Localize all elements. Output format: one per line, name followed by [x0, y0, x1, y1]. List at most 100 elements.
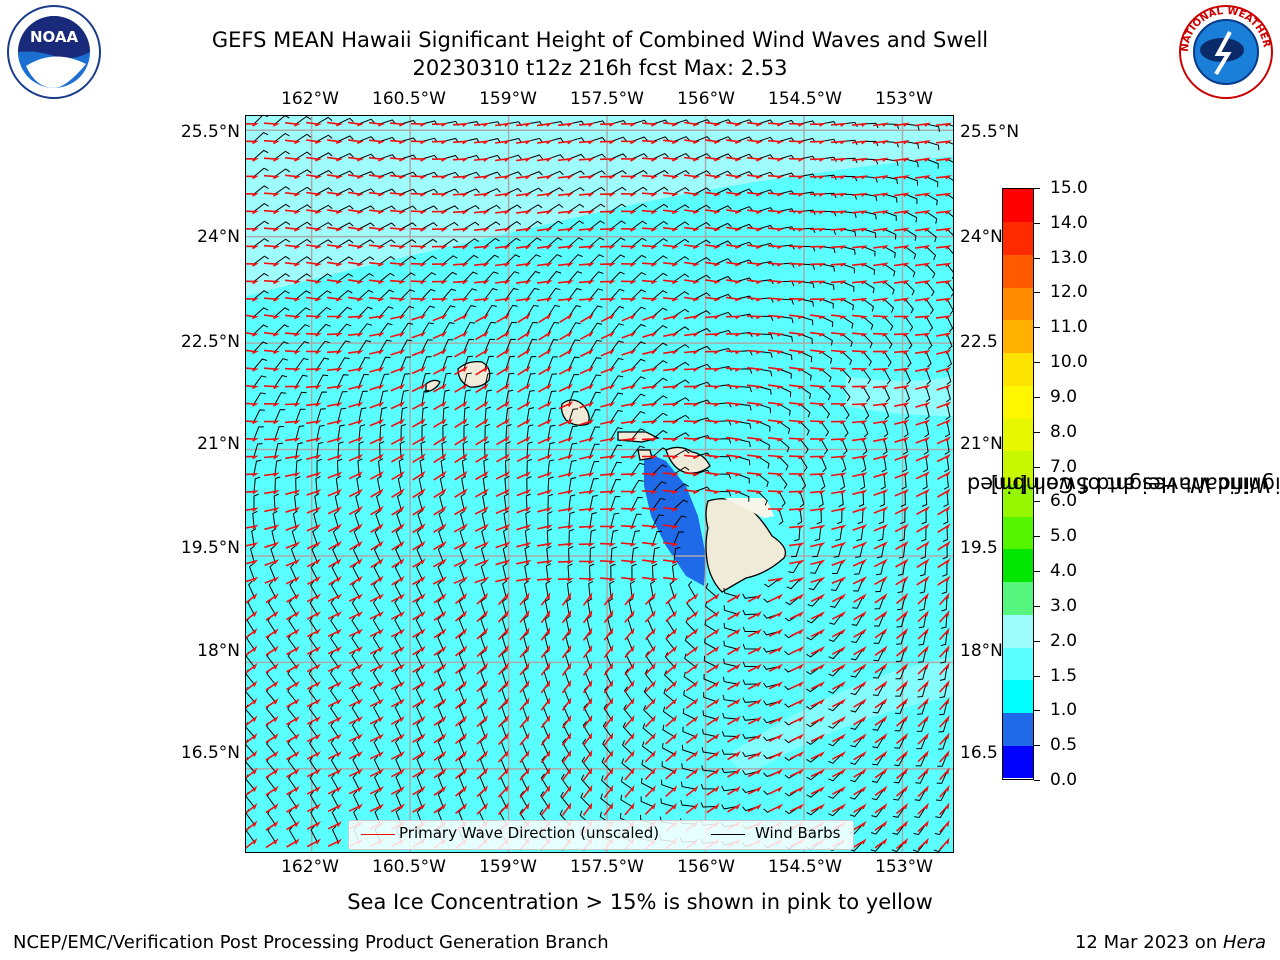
wind-barb [502, 580, 508, 597]
wind-barb [652, 255, 668, 265]
wave-arrow [390, 786, 406, 795]
wind-barb [883, 281, 895, 295]
colorbar-tick-label: 0.0 [1050, 770, 1078, 790]
wind-barb [904, 351, 912, 368]
wave-arrow [454, 662, 468, 675]
wave-arrow [788, 122, 805, 127]
wave-arrow [914, 227, 931, 232]
wave-arrow [830, 280, 847, 285]
wind-barb [289, 580, 297, 597]
wave-arrow [789, 681, 805, 690]
wave-arrow [349, 558, 363, 568]
wind-barb [416, 790, 423, 807]
wave-arrow [725, 156, 743, 162]
wave-arrow [286, 610, 300, 621]
wave-arrow [540, 662, 551, 676]
wave-arrow [914, 244, 931, 250]
wind-barb [946, 333, 953, 350]
wave-arrow [284, 385, 301, 390]
wave-arrow [284, 367, 301, 372]
wave-arrow [391, 470, 405, 481]
wind-barb [650, 580, 656, 597]
wind-barb [701, 746, 717, 755]
wind-barb [736, 206, 753, 212]
wind-barb [820, 456, 827, 473]
wave-arrow [327, 419, 343, 425]
wave-arrow [789, 803, 805, 812]
wave-arrow [810, 593, 826, 603]
wave-arrow [704, 315, 721, 320]
wave-arrow [264, 576, 280, 584]
colorbar-title: Significant Height of Combined Wind Waves… [966, 188, 1280, 780]
wind-barb [694, 363, 711, 370]
wind-barb [916, 718, 927, 732]
wave-arrow [558, 297, 574, 302]
lon-tick-top: 162°W [281, 89, 339, 109]
wind-barb [568, 356, 580, 370]
wind-barb [941, 578, 948, 595]
wind-barb [295, 476, 301, 492]
wind-barb [568, 391, 579, 405]
wave-arrow [369, 279, 385, 285]
wave-arrow [264, 524, 280, 531]
wind-barb [253, 358, 268, 370]
wave-arrow [665, 732, 678, 745]
wind-barb [875, 561, 885, 576]
wave-arrow [789, 314, 805, 320]
wave-arrow [305, 261, 323, 267]
wave-arrow [558, 383, 574, 393]
wave-arrow [475, 365, 489, 376]
wave-arrow [663, 227, 679, 232]
wind-barb [568, 373, 580, 387]
colorbar-tick-label: 5.0 [1050, 526, 1078, 547]
wind-barb [946, 298, 953, 315]
wave-arrow [747, 768, 762, 778]
wave-arrow [305, 121, 323, 127]
lat-tick-right: 24°N [960, 227, 1003, 247]
wave-arrow [893, 384, 910, 390]
wave-arrow [558, 122, 574, 127]
wind-barb [502, 598, 507, 615]
wave-arrow [599, 140, 616, 145]
wave-arrow [390, 418, 406, 428]
wind-barb [600, 775, 612, 790]
wave-arrow [936, 418, 952, 427]
wind-barb [904, 228, 917, 241]
wave-arrow [747, 681, 762, 690]
wind-barb [484, 288, 498, 300]
wave-arrow [641, 507, 659, 512]
wave-arrow [284, 350, 301, 355]
wind-barb [288, 825, 297, 842]
wind-barb [917, 683, 927, 698]
legend-barb-line [711, 834, 745, 835]
wind-barb [806, 613, 822, 624]
wave-arrow [894, 402, 910, 407]
wave-arrow [265, 680, 279, 691]
wave-arrow [725, 436, 742, 442]
wave-arrow [767, 279, 785, 285]
colorbar-tick-label: 4.0 [1050, 561, 1078, 582]
wind-barb [587, 598, 593, 615]
wave-arrow [937, 558, 951, 569]
wave-arrow [704, 121, 722, 127]
wave-arrow [264, 349, 280, 355]
wind-barb [309, 756, 318, 772]
wind-barb [610, 237, 626, 247]
wave-arrow [747, 698, 762, 708]
wind-barb [799, 473, 807, 490]
wave-arrow [914, 122, 931, 127]
lat-tick-right: 16.5 [960, 743, 998, 763]
wind-barb [799, 351, 813, 363]
wind-barb [505, 389, 514, 405]
wind-barb [463, 305, 477, 317]
wind-barb [841, 368, 852, 384]
wind-barb [925, 333, 933, 350]
wind-barb [715, 293, 732, 300]
wave-arrow [558, 507, 574, 512]
wave-arrow [497, 627, 509, 641]
colorbar-segment [1003, 647, 1033, 681]
wind-barb [604, 685, 612, 702]
wave-arrow [704, 332, 721, 337]
wave-arrow [263, 297, 280, 302]
wind-barb [358, 306, 373, 317]
